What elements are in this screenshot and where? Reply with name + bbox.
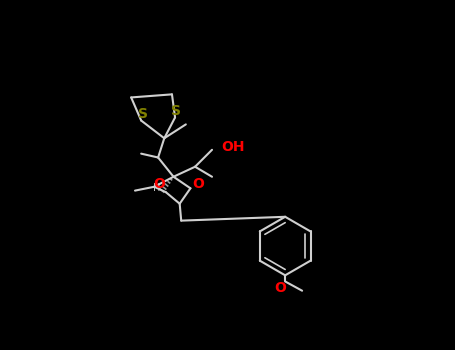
Text: O: O xyxy=(192,177,204,191)
Text: O: O xyxy=(275,281,287,295)
Text: S: S xyxy=(171,104,181,118)
Text: O: O xyxy=(154,177,166,191)
Text: H: H xyxy=(153,183,160,193)
Text: S: S xyxy=(138,107,148,121)
Text: OH: OH xyxy=(221,140,245,154)
